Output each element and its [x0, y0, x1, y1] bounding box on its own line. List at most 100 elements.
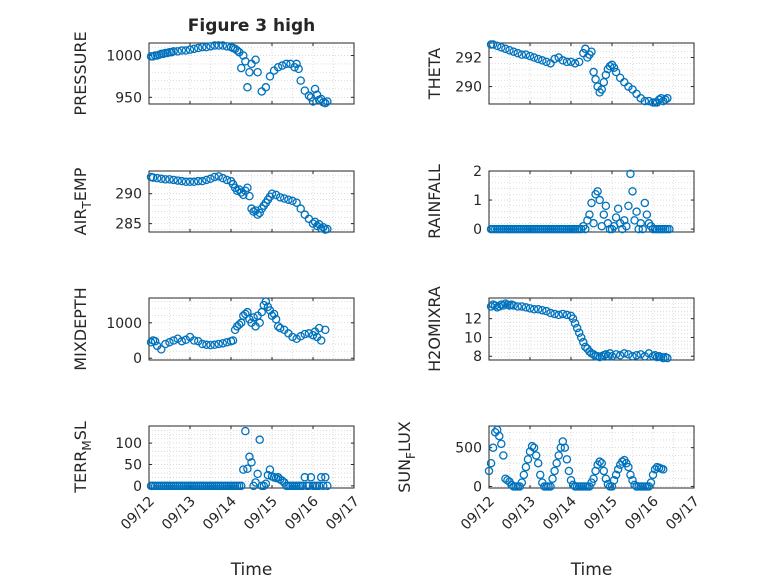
data-point	[609, 475, 619, 485]
data-point	[239, 51, 248, 60]
data-point	[611, 350, 621, 359]
data-point	[663, 93, 672, 103]
data-point	[620, 216, 629, 225]
data-point	[615, 73, 625, 83]
data-point	[589, 474, 598, 483]
data-point	[261, 83, 271, 92]
x-tick-label: 09/12	[458, 494, 498, 534]
data-point	[275, 193, 285, 202]
data-point	[550, 309, 559, 319]
data-point	[490, 301, 500, 310]
data-point	[312, 221, 322, 231]
data-point	[323, 481, 332, 491]
data-point	[546, 308, 555, 318]
data-point	[218, 173, 228, 183]
y-axis-label: AIRTEMP	[71, 167, 94, 235]
axes-box	[148, 170, 355, 233]
data-point	[210, 172, 219, 182]
data-point	[513, 48, 522, 58]
data-point	[603, 479, 613, 489]
data-point	[624, 462, 633, 472]
data-point	[579, 337, 588, 347]
data-point	[591, 75, 600, 84]
data-point	[509, 47, 518, 56]
data-point	[632, 207, 641, 216]
data-point	[282, 59, 291, 69]
data-point	[304, 329, 314, 338]
data-point	[517, 302, 527, 311]
data-point	[288, 196, 297, 206]
y-axis-label: PRESSURE	[71, 31, 90, 115]
subplot-5: 0 1000 MIXDEPTH	[71, 287, 355, 371]
data-point	[257, 87, 266, 96]
data-point	[554, 310, 563, 320]
data-point	[255, 208, 264, 218]
data-point	[253, 210, 262, 219]
subplot-6: 8 10 12 H2OMIXRA	[425, 286, 695, 372]
y-axis-label: THETA	[425, 48, 444, 100]
data-point	[185, 45, 195, 54]
data-point	[634, 224, 643, 234]
data-point	[624, 201, 633, 211]
data-point	[542, 306, 551, 316]
data-point	[165, 175, 174, 184]
data-point	[323, 97, 332, 106]
data-point	[494, 431, 504, 441]
data-point	[609, 63, 619, 72]
data-point	[181, 177, 191, 187]
data-point	[206, 42, 215, 51]
data-point	[536, 470, 545, 480]
data-point	[566, 475, 576, 485]
data-point	[577, 333, 586, 342]
y-tick-label: 0	[133, 479, 142, 495]
x-tick-label: 09/14	[200, 493, 240, 533]
data-point	[615, 351, 625, 360]
data-point	[198, 339, 207, 349]
data-point	[321, 473, 330, 482]
data-point	[214, 41, 223, 50]
data-point	[222, 42, 232, 51]
figure-title: Figure 3 high	[188, 16, 316, 36]
data-point	[150, 336, 160, 346]
data-point	[241, 309, 250, 319]
data-point	[529, 305, 539, 314]
data-point	[202, 340, 211, 350]
subplot-3: 285 290 AIRTEMP	[71, 167, 355, 235]
data-point	[318, 222, 328, 232]
data-point	[587, 198, 596, 208]
x-tick-label: 09/13	[499, 494, 539, 534]
data-point	[513, 302, 522, 311]
data-point	[574, 328, 584, 338]
data-point	[280, 194, 289, 203]
data-point	[185, 177, 195, 187]
data-point	[277, 61, 287, 70]
data-point	[499, 451, 508, 460]
data-point	[599, 210, 609, 219]
x-tick-label: 09/15	[241, 494, 281, 534]
data-point	[321, 325, 330, 335]
data-point	[636, 350, 645, 359]
data-point	[189, 44, 199, 54]
data-point	[255, 435, 264, 444]
x-tick-label: 09/15	[581, 494, 621, 534]
data-point	[589, 67, 598, 77]
y-tick-label: 0	[473, 479, 482, 495]
data-point	[484, 466, 494, 476]
y-axis-label: SUNFLUX	[395, 421, 418, 493]
y-axis-label: MIXDEPTH	[71, 287, 90, 370]
data-point	[165, 338, 174, 347]
data-point	[509, 301, 518, 310]
data-point	[210, 41, 219, 50]
data-point	[552, 458, 561, 468]
data-point	[525, 51, 535, 61]
data-point	[210, 340, 219, 350]
subplot-4: 0 1 2 RAINFALL	[425, 164, 695, 239]
data-point	[222, 338, 232, 347]
data-point	[517, 478, 527, 487]
data-point	[236, 481, 246, 491]
data-point	[488, 40, 498, 49]
data-point	[234, 320, 244, 329]
axes-box	[488, 425, 695, 489]
data-point	[243, 83, 252, 92]
